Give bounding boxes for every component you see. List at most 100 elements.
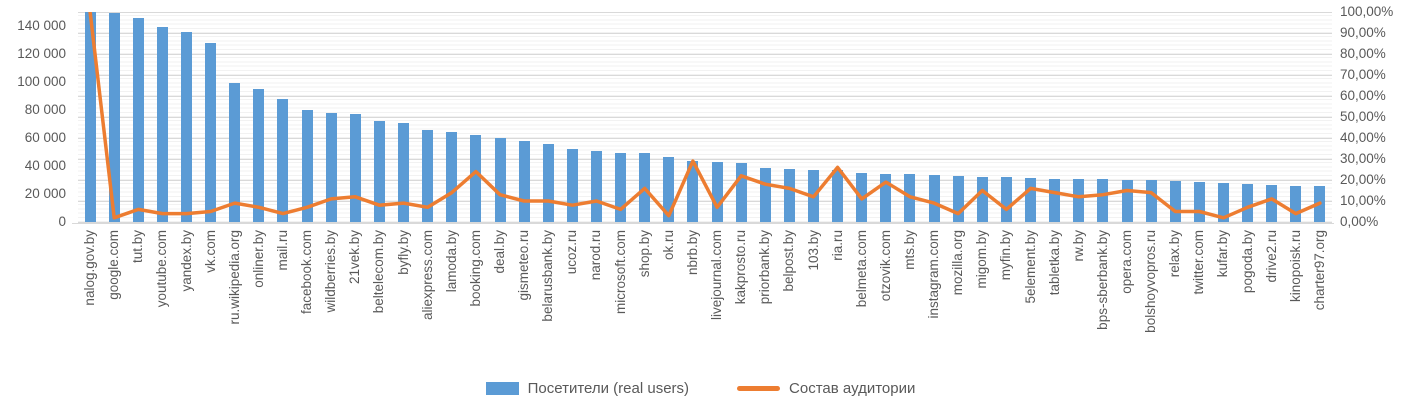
bar-youtube.com [156,27,168,222]
x-axis-label-ucoz.ru: ucoz.ru [564,230,580,275]
gridline [78,137,1332,139]
x-axis-label-onliner.by: onliner.by [250,230,266,288]
x-axis-label-drive2.ru: drive2.ru [1263,230,1279,283]
x-axis-label-yandex.by: yandex.by [178,230,194,292]
bar-narod.ru [590,150,602,222]
bar-twitter.com [1193,182,1205,222]
x-axis-label-belmeta.com: belmeta.com [853,230,869,308]
bar-byfly.by [398,122,410,222]
bar-pogoda.by [1242,184,1254,222]
x-axis-label-rw.by: rw.by [1070,230,1086,262]
x-axis-label-facebook.com: facebook.com [299,230,315,315]
bar-microsoft.com [615,152,627,222]
x-axis-label-belpost.by: belpost.by [781,230,797,292]
bar-otzovik.com [880,174,892,222]
bar-booking.com [470,135,482,222]
x-axis-label-booking.com: booking.com [467,230,483,307]
bar-vk.com [205,42,217,222]
gridline [78,11,1332,13]
y-axis-left-tick-label: 80 000 [24,102,66,117]
x-axis-label-ok.ru: ok.ru [660,230,676,261]
x-axis-label-21vek.by: 21vek.by [347,230,363,285]
x-axis-label-ru.wikipedia.org: ru.wikipedia.org [226,230,242,325]
y-axis-left-tick-label: 140 000 [17,18,66,33]
x-axis-label-mail.ru: mail.ru [274,230,290,271]
x-axis-label-lamoda.by: lamoda.by [443,230,459,293]
legend: Посетители (real users) Состав аудитории [0,376,1401,400]
gridline [78,179,1332,181]
gridline [78,53,1332,55]
x-axis-label-gismeteo.ru: gismeteo.ru [516,230,532,301]
x-axis-label-deal.by: deal.by [492,230,508,274]
x-axis-label-google.com: google.com [106,230,122,300]
y-axis-left-tick-label: 0 [58,214,66,229]
bar-livejournal.com [711,161,723,222]
gridline [78,74,1332,76]
bar-lamoda.by [446,132,458,222]
x-axis-label-bps-sberbank.by: bps-sberbank.by [1094,230,1110,330]
bar-bps-sberbank.by [1097,179,1109,222]
x-axis-line [72,223,1334,224]
x-axis-label-youtube.com: youtube.com [154,230,170,308]
x-axis-label-beltelecom.by: beltelecom.by [371,230,387,314]
gridline [78,116,1332,118]
y-axis-right-tick-label: 50,00% [1340,109,1386,124]
bar-nbrb.by [687,161,699,222]
y-axis-right-tick-label: 70,00% [1340,67,1386,82]
x-axis-label-migom.by: migom.by [974,230,990,289]
gridline [78,158,1332,160]
x-axis-label-ria.ru: ria.ru [829,230,845,261]
plot-area [78,11,1332,223]
x-axis-label-aliexpress.com: aliexpress.com [419,230,435,321]
bar-rw.by [1073,179,1085,222]
y-axis-right-tick-label: 20,00% [1340,172,1386,187]
x-axis-label-priorbank.by: priorbank.by [757,230,773,305]
y-axis-right-tick-label: 10,00% [1340,193,1386,208]
bar-belarusbank.by [542,143,554,222]
bar-yandex.by [181,31,193,222]
x-axis-label-wildberries.by: wildberries.by [323,230,339,313]
bar-myfin.by [1000,176,1012,222]
bar-kakprosto.ru [735,162,747,222]
y-axis-right-tick-label: 0,00% [1340,214,1379,229]
y-axis-left-tick-label: 60 000 [24,130,66,145]
gridline [78,200,1332,202]
y-axis-left-tick-label: 100 000 [17,74,66,89]
x-axis-label-livejournal.com: livejournal.com [709,230,725,321]
bar-facebook.com [301,110,313,222]
x-axis-label-microsoft.com: microsoft.com [612,230,628,315]
x-axis-label-nbrb.by: nbrb.by [684,230,700,276]
x-axis-label-kufar.by: kufar.by [1215,230,1231,278]
bar-bolshoyvopros.ru [1145,180,1157,222]
bar-migom.by [976,176,988,222]
x-axis-label-mts.by: mts.by [901,230,917,270]
x-axis-label-kinopoisk.ru: kinopoisk.ru [1287,230,1303,303]
bar-series-swatch-icon [485,381,519,395]
y-axis-right-tick-label: 90,00% [1340,25,1386,40]
line-series-swatch-icon [737,385,781,391]
bar-wildberries.by [325,112,337,222]
bar-ria.ru [832,170,844,222]
x-axis-label-nalog.gov.by: nalog.gov.by [82,230,98,306]
bar-mail.ru [277,98,289,222]
bar-mozilla.org [952,175,964,222]
x-axis-label-shop.by: shop.by [636,230,652,278]
bar-gismeteo.ru [518,140,530,222]
gridline [78,32,1332,34]
bar-priorbank.by [759,168,771,222]
bar-ok.ru [663,156,675,222]
y-axis-left-tick-label: 120 000 [17,46,66,61]
x-axis-label-belarusbank.by: belarusbank.by [540,230,556,322]
x-axis-label-twitter.com: twitter.com [1191,230,1207,295]
bar-ucoz.ru [566,149,578,222]
x-axis-label-pogoda.by: pogoda.by [1239,230,1255,294]
y-axis-left-tick-label: 20 000 [24,186,66,201]
gridline [78,95,1332,97]
legend-label-visitors: Посетители (real users) [527,379,690,397]
bar-google.com [108,13,120,222]
legend-item-visitors: Посетители (real users) [485,379,690,397]
bar-instagram.com [928,175,940,222]
y-axis-right-tick-label: 40,00% [1340,130,1386,145]
x-axis-label-narod.ru: narod.ru [588,230,604,281]
